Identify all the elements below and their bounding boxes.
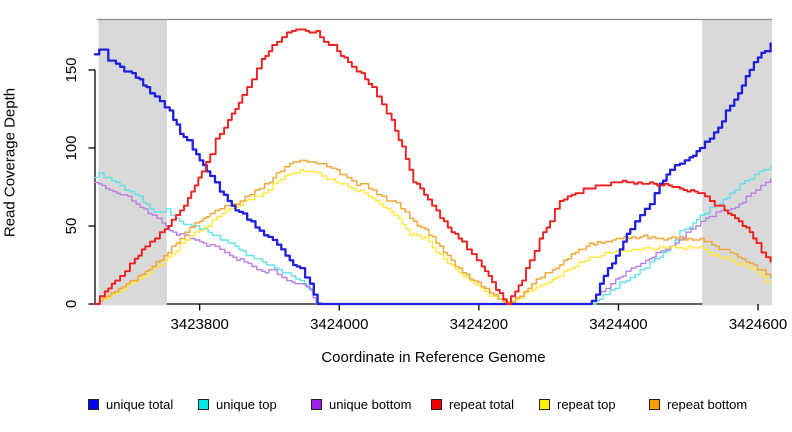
legend-swatch-repeat-total <box>431 398 442 410</box>
x-tick-label: 3424200 <box>449 316 509 333</box>
legend-swatch-repeat-bottom <box>649 398 660 410</box>
series-line-repeat-bottom <box>94 159 772 305</box>
series-line-unique-total <box>93 42 772 306</box>
legend-label-unique-total: unique total <box>106 396 174 412</box>
legend-swatch-unique-total <box>88 398 99 410</box>
legend-swatch-unique-top <box>198 398 209 410</box>
legend-swatch-repeat-top <box>539 398 550 410</box>
legend-item-unique-top: unique top <box>198 395 277 413</box>
legend: unique total unique top unique bottom re… <box>0 395 792 415</box>
y-tick-label: 100 <box>63 135 80 161</box>
y-tick-label: 50 <box>63 217 80 235</box>
x-axis-title: Coordinate in Reference Genome <box>321 349 546 366</box>
legend-label-unique-top: unique top <box>216 396 277 412</box>
y-tick-label: 0 <box>63 299 80 309</box>
legend-item-repeat-total: repeat total <box>431 395 514 413</box>
series-line-repeat-total <box>94 28 772 305</box>
legend-item-repeat-top: repeat top <box>539 395 616 413</box>
x-tick-label: 3424000 <box>310 316 369 333</box>
legend-swatch-unique-bottom <box>311 398 322 410</box>
y-axis-title: Read Coverage Depth <box>1 87 19 238</box>
legend-item-repeat-bottom: repeat bottom <box>649 395 747 413</box>
legend-item-unique-total: unique total <box>88 395 173 413</box>
legend-label-repeat-bottom: repeat bottom <box>667 396 748 412</box>
x-tick-label: 3424400 <box>589 316 648 333</box>
legend-label-unique-bottom: unique bottom <box>329 396 412 412</box>
legend-label-repeat-top: repeat top <box>557 396 616 412</box>
legend-item-unique-bottom: unique bottom <box>311 395 411 413</box>
x-tick-label: 3424600 <box>728 316 788 333</box>
legend-label-repeat-total: repeat total <box>449 396 515 412</box>
y-tick-label: 150 <box>63 57 80 83</box>
x-tick-label: 3423800 <box>170 316 229 333</box>
shaded-region <box>702 20 772 306</box>
series-line-repeat-top <box>94 169 772 305</box>
shaded-region <box>98 20 167 306</box>
